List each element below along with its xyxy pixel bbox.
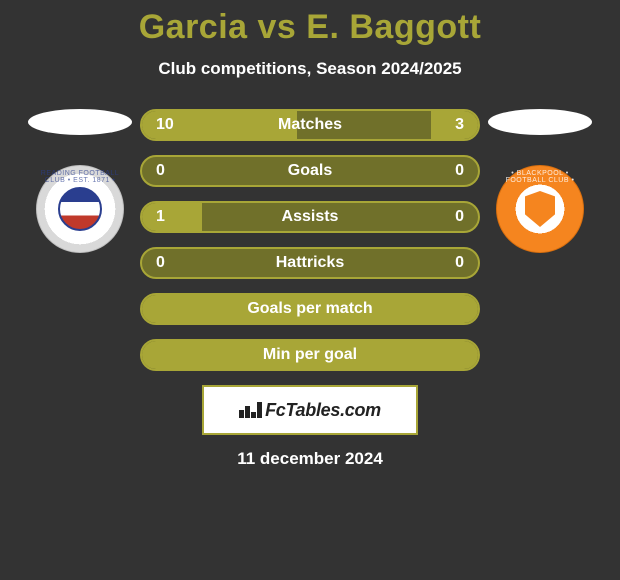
club-badge-left <box>36 165 124 253</box>
comparison-card: Garcia vs E. Baggott Club competitions, … <box>0 0 620 469</box>
stat-bar: 10Assists <box>140 201 480 233</box>
brand-chart-icon <box>239 402 261 418</box>
stat-label: Min per goal <box>142 346 478 364</box>
stat-label: Hattricks <box>142 254 478 272</box>
stat-bar: Min per goal <box>140 339 480 371</box>
stat-label: Goals per match <box>142 300 478 318</box>
page-title: Garcia vs E. Baggott <box>0 8 620 47</box>
stat-bar: Goals per match <box>140 293 480 325</box>
player-left-photo-placeholder <box>28 109 132 135</box>
subtitle: Club competitions, Season 2024/2025 <box>0 59 620 79</box>
stat-bar: 00Hattricks <box>140 247 480 279</box>
stat-bars: 103Matches 00Goals 10Assists 00Hattricks Goa… <box>140 109 480 371</box>
club-badge-right <box>496 165 584 253</box>
player-right-photo-placeholder <box>488 109 592 135</box>
stat-bar: 00Goals <box>140 155 480 187</box>
stat-label: Goals <box>142 162 478 180</box>
brand-box[interactable]: FcTables.com <box>202 385 418 435</box>
stat-label: Assists <box>142 208 478 226</box>
brand-text: FcTables.com <box>265 400 381 421</box>
stat-bar: 103Matches <box>140 109 480 141</box>
date-text: 11 december 2024 <box>0 449 620 469</box>
stat-label: Matches <box>142 116 478 134</box>
main-row: 103Matches 00Goals 10Assists 00Hattricks Goa… <box>0 109 620 371</box>
player-left-column <box>20 109 140 253</box>
player-right-column <box>480 109 600 253</box>
